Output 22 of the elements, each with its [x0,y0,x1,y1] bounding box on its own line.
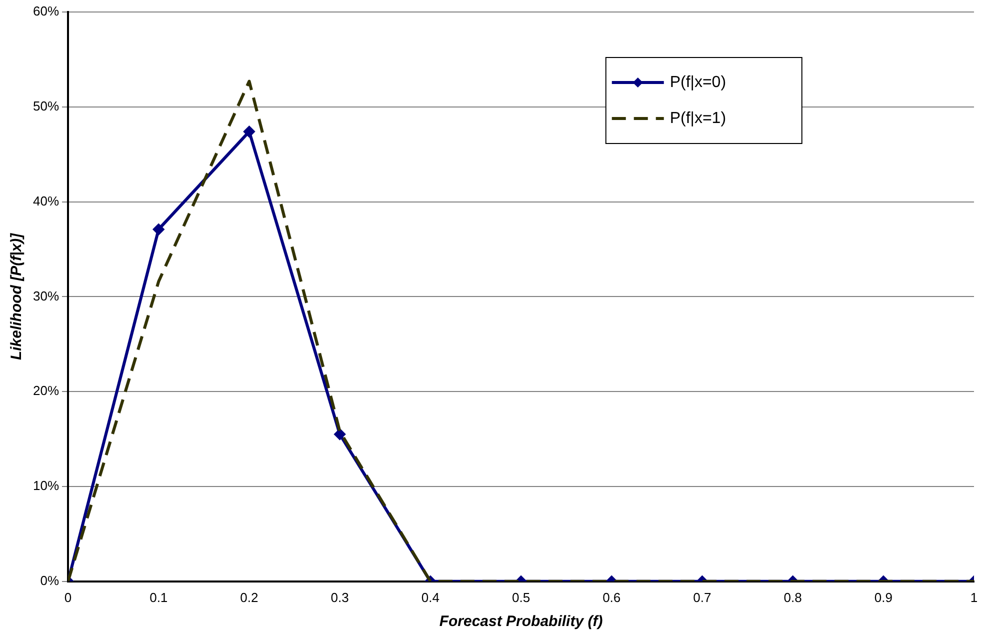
y-tick-label: 0% [40,572,60,588]
y-axis-title: Likelihood [P(f|x)] [8,232,26,360]
x-tick-label: 1 [970,590,978,605]
y-tick-label: 50% [32,98,60,114]
x-axis-title: Forecast Probability (f) [439,613,603,630]
legend-label: P(f|x=0) [670,74,726,91]
legend-label: P(f|x=1) [670,110,726,127]
x-tick-label: 0.2 [240,590,258,605]
y-tick-label: 30% [32,288,60,304]
y-tick-label: 20% [32,383,60,398]
x-tick-label: 0.8 [784,590,802,605]
x-tick-label: 0.9 [874,590,892,605]
x-tick-label: 0.1 [150,590,168,605]
x-tick-label: 0.4 [421,590,440,605]
y-tick-label: 40% [32,193,60,208]
x-tick-label: 0 [64,590,72,605]
x-tick-label: 0.7 [693,590,712,605]
x-tick-label: 0.5 [512,590,530,605]
y-tick-label: 10% [32,478,60,494]
x-tick-label: 0.3 [330,590,349,605]
y-tick-label: 60% [32,4,60,19]
x-tick-label: 0.6 [602,590,621,605]
